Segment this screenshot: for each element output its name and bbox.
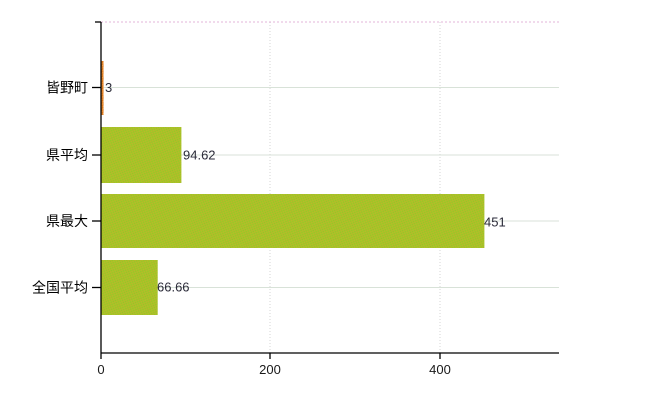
svg-text:400: 400: [429, 362, 451, 377]
svg-text:3: 3: [105, 80, 112, 95]
svg-text:66.66: 66.66: [157, 280, 190, 295]
svg-text:県平均: 県平均: [46, 147, 88, 163]
svg-text:94.62: 94.62: [183, 148, 216, 163]
svg-text:200: 200: [259, 362, 281, 377]
svg-text:0: 0: [97, 362, 104, 377]
svg-text:皆野町: 皆野町: [46, 80, 88, 96]
svg-text:県最大: 県最大: [46, 213, 88, 229]
svg-text:全国平均: 全国平均: [32, 280, 88, 296]
svg-text:451: 451: [484, 215, 506, 230]
